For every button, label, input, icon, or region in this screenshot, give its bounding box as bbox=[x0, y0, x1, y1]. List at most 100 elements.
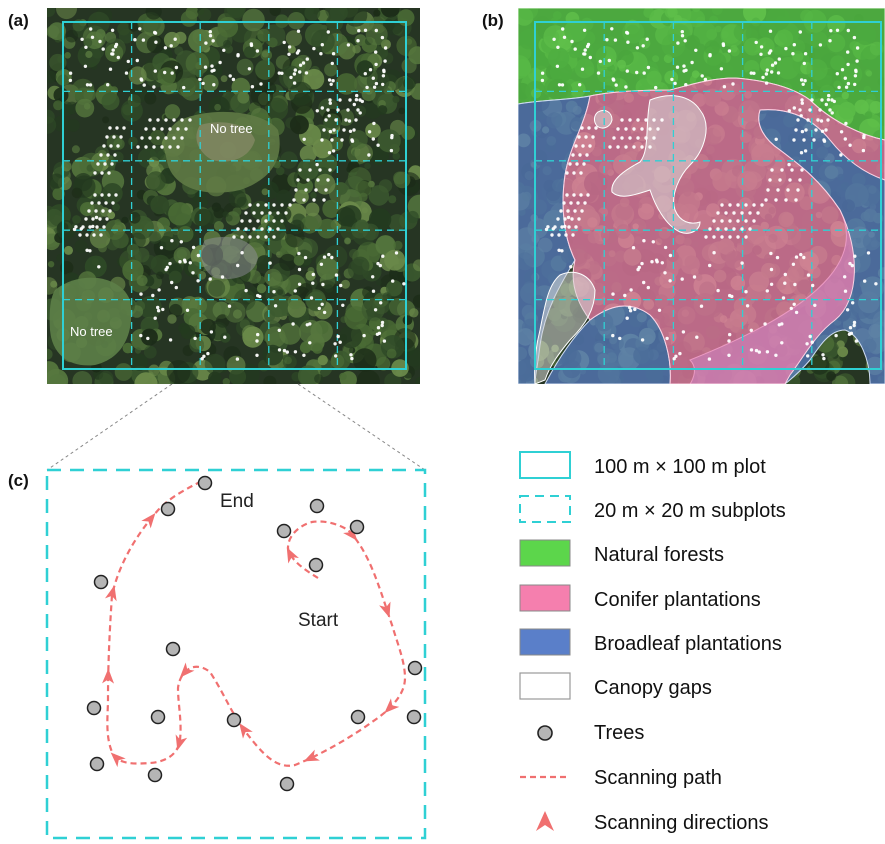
tree-point bbox=[759, 45, 764, 49]
tree-point bbox=[778, 178, 782, 182]
tree-point bbox=[90, 201, 94, 205]
scanning-direction-arrow bbox=[102, 668, 115, 684]
tree-point bbox=[770, 70, 774, 74]
tree-point bbox=[652, 136, 656, 140]
tree-point bbox=[802, 138, 806, 142]
tree-point bbox=[287, 45, 292, 49]
tree-point bbox=[168, 261, 172, 266]
tree-point bbox=[306, 178, 310, 182]
tree-point bbox=[170, 239, 174, 243]
tree-point bbox=[374, 28, 378, 33]
tree-point bbox=[320, 138, 324, 142]
tree-point bbox=[844, 121, 848, 126]
tree-point bbox=[376, 143, 380, 147]
tree-point bbox=[848, 143, 852, 147]
legend-item-natural: Natural forests bbox=[519, 539, 724, 567]
tree-point bbox=[376, 261, 380, 266]
tree-point bbox=[374, 81, 379, 86]
tree-point bbox=[163, 46, 168, 50]
tree-point bbox=[748, 211, 752, 215]
tree-point bbox=[381, 82, 385, 87]
tree-point bbox=[272, 203, 276, 207]
tree-point bbox=[843, 137, 847, 141]
tree-point bbox=[740, 211, 744, 215]
tree-point bbox=[391, 279, 395, 283]
tree-point bbox=[682, 64, 686, 68]
tree-point bbox=[380, 35, 385, 40]
tree-point bbox=[174, 285, 178, 290]
tree-point bbox=[773, 61, 778, 65]
tree-point bbox=[244, 211, 248, 215]
tree-point bbox=[139, 333, 143, 338]
tree-point bbox=[799, 78, 804, 82]
tree-point bbox=[164, 267, 168, 272]
tree-point bbox=[783, 272, 787, 277]
tree-marker bbox=[350, 709, 366, 725]
tree-point bbox=[105, 217, 109, 221]
tree-point bbox=[837, 85, 841, 90]
tree-point bbox=[206, 351, 210, 356]
tree-point bbox=[338, 340, 342, 344]
tree-point bbox=[252, 227, 256, 231]
tree-point bbox=[727, 353, 731, 357]
tree-point bbox=[84, 217, 88, 221]
tree-point bbox=[605, 38, 609, 42]
tree-point bbox=[240, 219, 244, 223]
tree-point bbox=[172, 136, 176, 140]
tree-point bbox=[228, 74, 232, 78]
tree-point bbox=[657, 308, 662, 312]
tree-point bbox=[827, 93, 831, 98]
tree-point bbox=[168, 127, 172, 131]
tree-point bbox=[103, 162, 107, 166]
tree-point bbox=[777, 57, 781, 61]
tree-point bbox=[252, 211, 256, 215]
tree-point bbox=[810, 98, 814, 102]
tree-point bbox=[334, 118, 338, 122]
tree-point bbox=[309, 296, 314, 300]
tree-point bbox=[623, 293, 627, 298]
tree-point bbox=[740, 227, 744, 231]
subplot-boundary-c bbox=[45, 468, 427, 840]
tree-marker bbox=[93, 574, 109, 590]
tree-point bbox=[767, 51, 772, 55]
tree-point bbox=[142, 83, 146, 87]
tree-point bbox=[820, 98, 824, 102]
tree-point bbox=[101, 209, 105, 213]
panel-c: (c) End Start bbox=[8, 468, 427, 840]
tree-point bbox=[122, 126, 126, 130]
tree-point bbox=[161, 307, 165, 312]
tree-point bbox=[728, 235, 732, 239]
tree-point bbox=[754, 40, 758, 45]
tree-point bbox=[326, 30, 330, 34]
tree-point bbox=[646, 285, 650, 290]
tree-point bbox=[722, 85, 727, 89]
tree-point bbox=[675, 65, 680, 69]
tree-point bbox=[835, 72, 839, 76]
tree-point bbox=[338, 98, 342, 102]
tree-point bbox=[157, 288, 161, 292]
tree-point bbox=[843, 76, 847, 80]
tree-point bbox=[350, 356, 354, 361]
tree-point bbox=[152, 85, 156, 89]
tree-point bbox=[781, 296, 786, 300]
tree-point bbox=[193, 336, 197, 341]
tree-point bbox=[588, 55, 592, 60]
tree-point bbox=[849, 331, 854, 335]
tree-marker bbox=[147, 767, 163, 783]
tree-point bbox=[304, 188, 308, 192]
tree-point bbox=[818, 108, 822, 112]
tree-point bbox=[752, 203, 756, 207]
tree-point bbox=[563, 217, 567, 221]
tree-point bbox=[798, 178, 802, 182]
tree-point bbox=[829, 29, 833, 33]
region-canopy-gap-small bbox=[594, 109, 613, 129]
tree-point bbox=[794, 255, 799, 259]
tree-point bbox=[570, 217, 574, 221]
tree-point bbox=[316, 178, 320, 182]
scanning-direction-arrow bbox=[141, 512, 156, 529]
tree-point bbox=[790, 168, 794, 172]
tree-point bbox=[249, 43, 254, 48]
tree-point bbox=[566, 209, 570, 213]
tree-point bbox=[104, 201, 108, 205]
tree-point bbox=[264, 203, 268, 207]
